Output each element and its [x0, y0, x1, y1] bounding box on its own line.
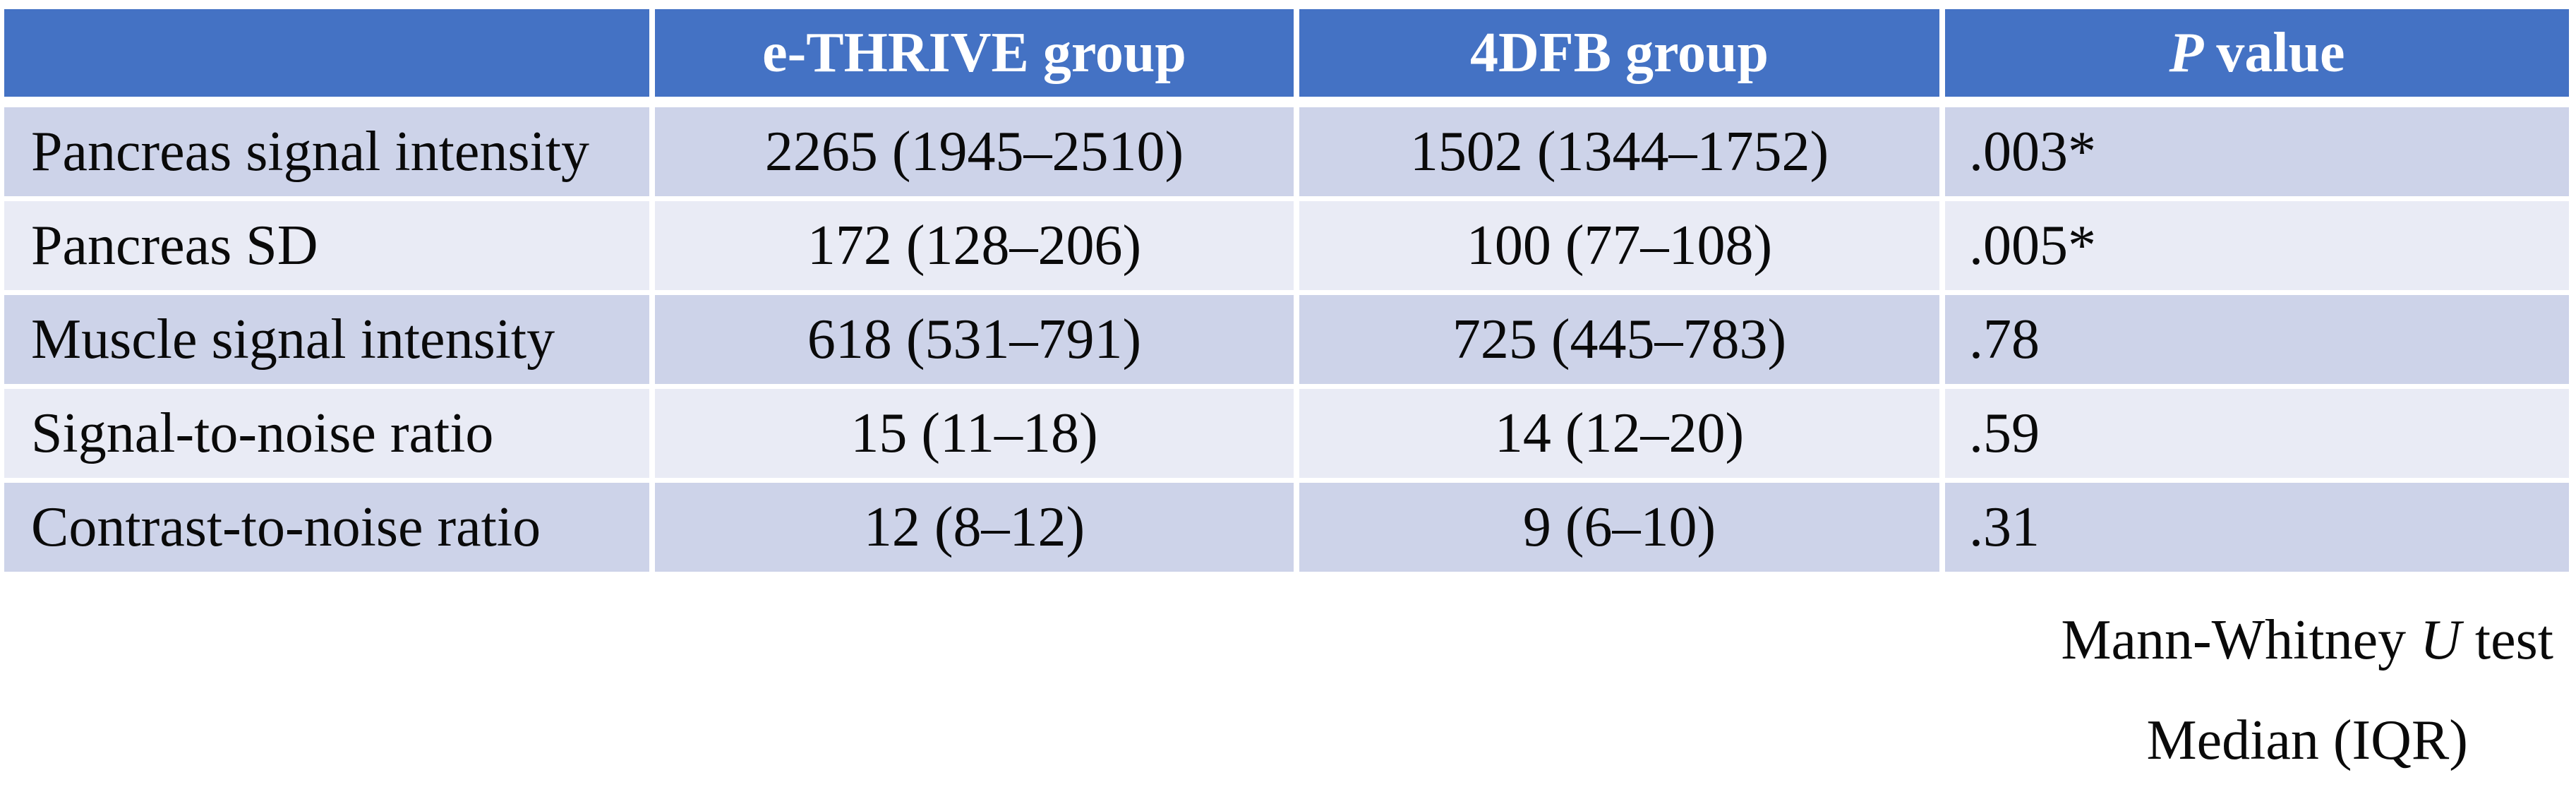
- table-row: Signal-to-noise ratio 15 (11–18) 14 (12–…: [4, 389, 2569, 478]
- header-empty-cell: [4, 9, 649, 97]
- ethrive-value-cell: 12 (8–12): [655, 483, 1294, 572]
- footnote-test-prefix: Mann-Whitney: [2061, 609, 2421, 671]
- ethrive-value-cell: 172 (128–206): [655, 201, 1294, 290]
- row-label-cell: Signal-to-noise ratio: [4, 389, 649, 478]
- ethrive-value-cell: 15 (11–18): [655, 389, 1294, 478]
- row-label-cell: Pancreas SD: [4, 201, 649, 290]
- p-value-cell: .31: [1945, 483, 2569, 572]
- p-value-cell: .78: [1945, 295, 2569, 384]
- fdfb-value-cell: 14 (12–20): [1299, 389, 1939, 478]
- ethrive-value-cell: 2265 (1945–2510): [655, 107, 1294, 196]
- table-row: Muscle signal intensity 618 (531–791) 72…: [4, 295, 2569, 384]
- p-value-cell: .003*: [1945, 107, 2569, 196]
- footnote-test-suffix: test: [2460, 609, 2553, 671]
- footnote-median-iqr: Median (IQR): [2146, 709, 2468, 771]
- table-row: Pancreas SD 172 (128–206) 100 (77–108) .…: [4, 201, 2569, 290]
- fdfb-value-cell: 1502 (1344–1752): [1299, 107, 1939, 196]
- fdfb-value-cell: 100 (77–108): [1299, 201, 1939, 290]
- table-row: Pancreas signal intensity 2265 (1945–251…: [4, 107, 2569, 196]
- p-value-italic-p: P: [2169, 21, 2204, 84]
- header-ethrive-group: e-THRIVE group: [655, 9, 1294, 97]
- fdfb-value-cell: 725 (445–783): [1299, 295, 1939, 384]
- header-4dfb-group: 4DFB group: [1299, 9, 1939, 97]
- footnote-test-italic-u: U: [2420, 609, 2461, 671]
- table-row: Contrast-to-noise ratio 12 (8–12) 9 (6–1…: [4, 483, 2569, 572]
- row-label-cell: Contrast-to-noise ratio: [4, 483, 649, 572]
- p-value-cell: .005*: [1945, 201, 2569, 290]
- fdfb-value-cell: 9 (6–10): [1299, 483, 1939, 572]
- table-footnotes: Mann-Whitney U test Median (IQR): [2061, 590, 2553, 787]
- row-label-cell: Muscle signal intensity: [4, 295, 649, 384]
- p-value-cell: .59: [1945, 389, 2569, 478]
- ethrive-value-cell: 618 (531–791): [655, 295, 1294, 384]
- row-label-cell: Pancreas signal intensity: [4, 107, 649, 196]
- p-value-rest: value: [2216, 21, 2345, 84]
- footnote-test-method: Mann-Whitney U test: [2061, 590, 2553, 690]
